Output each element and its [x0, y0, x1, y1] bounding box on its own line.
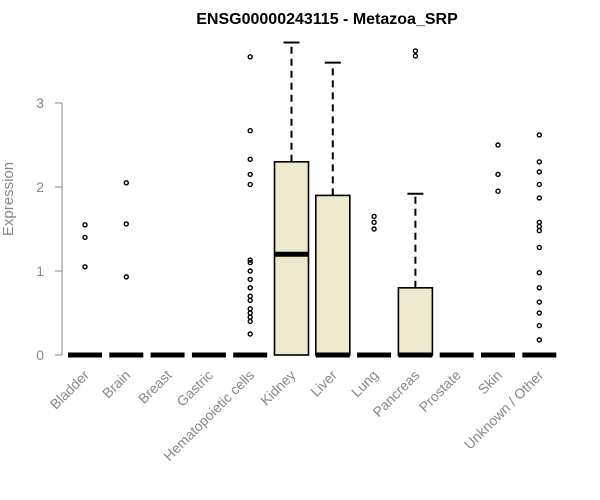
x-tick-label: Lung: [348, 367, 381, 400]
outlier-point: [247, 310, 253, 316]
x-tick-label: Kidney: [257, 367, 299, 409]
outlier-point: [495, 171, 501, 178]
y-tick-label: 0: [36, 347, 44, 363]
box-pancreas: [397, 48, 434, 358]
outlier-point: [536, 181, 542, 188]
outlier-point: [536, 337, 542, 343]
outlier-point: [536, 223, 542, 230]
outlier-point: [536, 244, 542, 251]
outlier-point: [371, 213, 377, 220]
box-series: [68, 41, 557, 358]
outlier-point: [247, 331, 253, 337]
box-body: [273, 161, 310, 356]
box-lung: [357, 213, 392, 358]
box-skin: [481, 142, 515, 358]
outlier-point: [247, 276, 253, 283]
x-tick-label: Breast: [135, 367, 175, 407]
y-axis: 0 1 2 3: [36, 95, 63, 363]
x-tick-label: Liver: [307, 367, 340, 400]
outlier-point: [495, 188, 501, 194]
outlier-point: [536, 299, 542, 305]
outlier-point: [247, 297, 253, 304]
outlier-point: [123, 274, 130, 280]
outlier-point: [536, 195, 542, 201]
box-bladder: [68, 222, 102, 358]
outlier-point: [247, 318, 253, 325]
outlier-point: [536, 219, 542, 225]
outlier-point: [247, 128, 253, 134]
outlier-point: [247, 259, 253, 266]
outlier-point: [536, 169, 542, 175]
outlier-point: [82, 234, 88, 241]
outlier-point: [371, 219, 377, 225]
outlier-point: [247, 156, 253, 162]
outlier-point: [123, 221, 130, 227]
x-tick-label: Skin: [475, 367, 506, 398]
outlier-point: [412, 53, 419, 59]
y-axis-label: Expression: [0, 162, 17, 236]
outlier-point: [412, 48, 419, 54]
outlier-point: [247, 285, 253, 291]
y-tick-label: 1: [36, 263, 44, 279]
outlier-point: [536, 310, 542, 316]
outlier-point: [82, 222, 88, 228]
outlier-point: [123, 180, 130, 186]
x-tick-label: Brain: [99, 367, 133, 401]
outlier-point: [247, 181, 253, 188]
box-unknown-other: [522, 132, 557, 358]
outlier-point: [536, 269, 542, 276]
outlier-point: [247, 54, 253, 60]
outlier-point: [247, 171, 253, 178]
outlier-point: [247, 268, 253, 274]
outlier-point: [495, 142, 501, 148]
box-body: [314, 194, 351, 356]
outlier-point: [536, 285, 542, 291]
box-body: [397, 286, 434, 356]
outlier-point: [536, 132, 542, 138]
outlier-point: [247, 293, 253, 299]
box-kidney: [273, 41, 310, 356]
outlier-point: [536, 159, 542, 165]
box-brain: [109, 180, 144, 358]
x-tick-label: Bladder: [47, 367, 93, 413]
outlier-point: [536, 227, 542, 234]
chart-title: ENSG00000243115 - Metazoa_SRP: [196, 11, 458, 28]
outlier-point: [247, 257, 253, 263]
outlier-point: [82, 264, 88, 270]
outlier-point: [247, 306, 253, 312]
outlier-point: [536, 322, 542, 329]
outlier-point: [247, 314, 253, 320]
box-liver: [314, 61, 351, 358]
x-tick-label: Prostate: [416, 367, 464, 415]
y-tick-label: 2: [36, 179, 44, 195]
y-tick-label: 3: [36, 95, 44, 111]
outlier-point: [371, 226, 377, 232]
box-hematopoietic-cells: [233, 54, 268, 358]
